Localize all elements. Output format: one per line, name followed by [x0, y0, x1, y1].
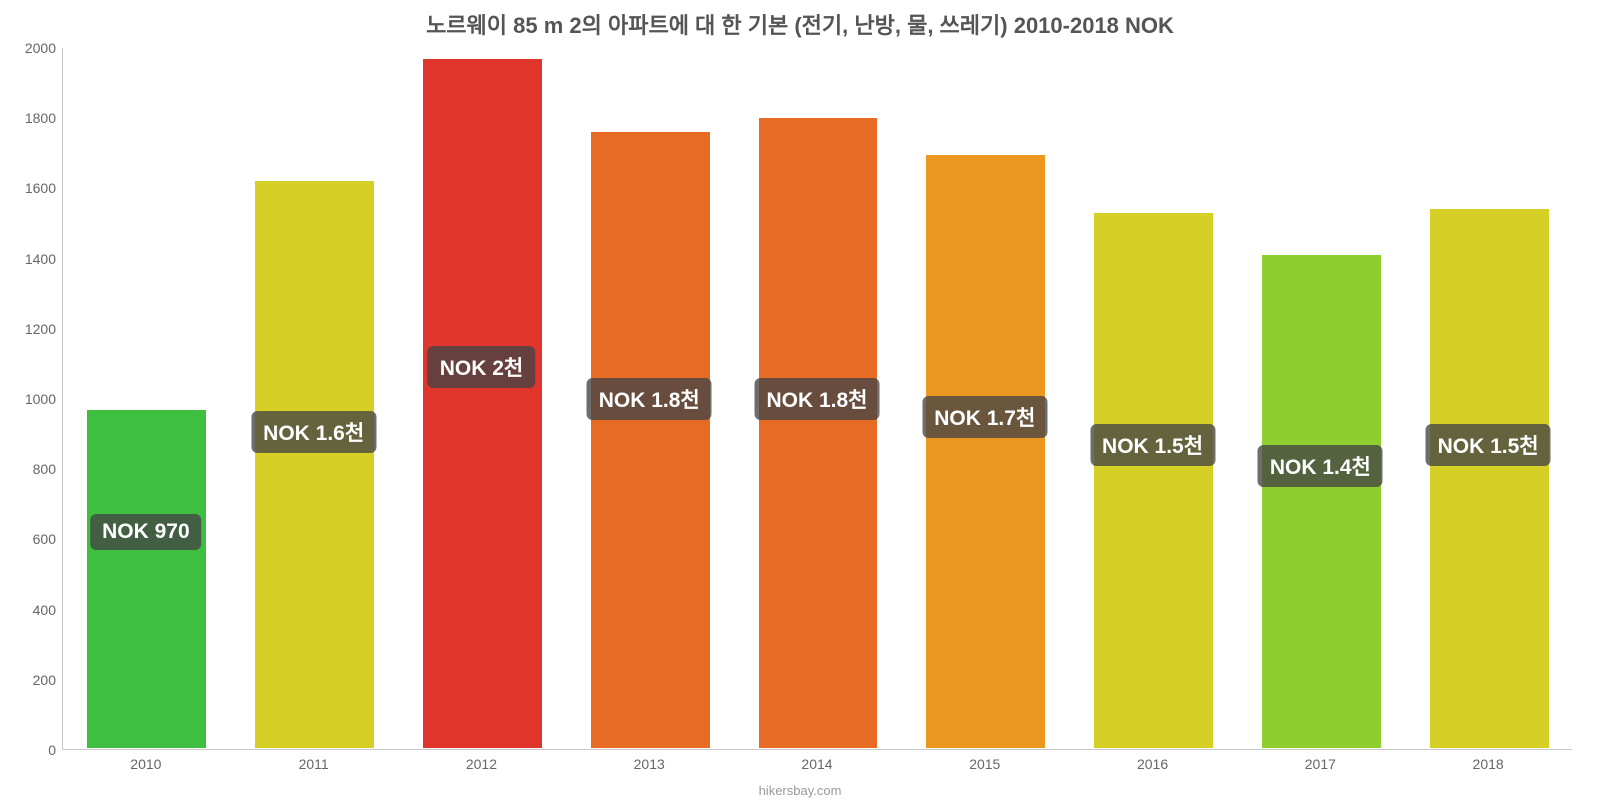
y-tick-label: 800 [0, 461, 56, 477]
chart-source: hikersbay.com [0, 783, 1600, 798]
bar-value-label: NOK 1.7천 [922, 396, 1047, 438]
y-tick-label: 400 [0, 602, 56, 618]
x-tick-label: 2012 [466, 756, 497, 772]
x-tick-label: 2017 [1305, 756, 1336, 772]
bar-value-label: NOK 1.4천 [1258, 445, 1383, 487]
y-tick-label: 2000 [0, 40, 56, 56]
y-tick-label: 1200 [0, 321, 56, 337]
y-tick-label: 1400 [0, 251, 56, 267]
bar-value-label: NOK 1.5천 [1426, 424, 1551, 466]
x-tick-label: 2014 [801, 756, 832, 772]
y-tick-label: 1600 [0, 180, 56, 196]
x-tick-label: 2016 [1137, 756, 1168, 772]
bar [254, 180, 375, 749]
y-tick-label: 1800 [0, 110, 56, 126]
bar-value-label: NOK 970 [90, 514, 202, 550]
bar [422, 58, 543, 749]
x-tick-label: 2015 [969, 756, 1000, 772]
y-tick-label: 0 [0, 742, 56, 758]
bar-value-label: NOK 1.5천 [1090, 424, 1215, 466]
bar-value-label: NOK 1.6천 [251, 411, 376, 453]
bar-value-label: NOK 1.8천 [754, 378, 879, 420]
chart-title: 노르웨이 85 m 2의 아파트에 대 한 기본 (전기, 난방, 물, 쓰레기… [0, 8, 1600, 40]
x-tick-label: 2010 [130, 756, 161, 772]
bar [925, 154, 1046, 749]
x-tick-label: 2018 [1473, 756, 1504, 772]
bar [1093, 212, 1214, 749]
bar [758, 117, 879, 749]
y-tick-label: 1000 [0, 391, 56, 407]
bar [86, 409, 207, 749]
bar-value-label: NOK 2천 [428, 346, 536, 388]
x-tick-label: 2013 [634, 756, 665, 772]
y-tick-label: 200 [0, 672, 56, 688]
bar [1429, 208, 1550, 749]
bar [590, 131, 711, 749]
y-tick-label: 600 [0, 531, 56, 547]
x-tick-label: 2011 [299, 756, 329, 772]
bar [1261, 254, 1382, 749]
bar-value-label: NOK 1.8천 [587, 378, 712, 420]
